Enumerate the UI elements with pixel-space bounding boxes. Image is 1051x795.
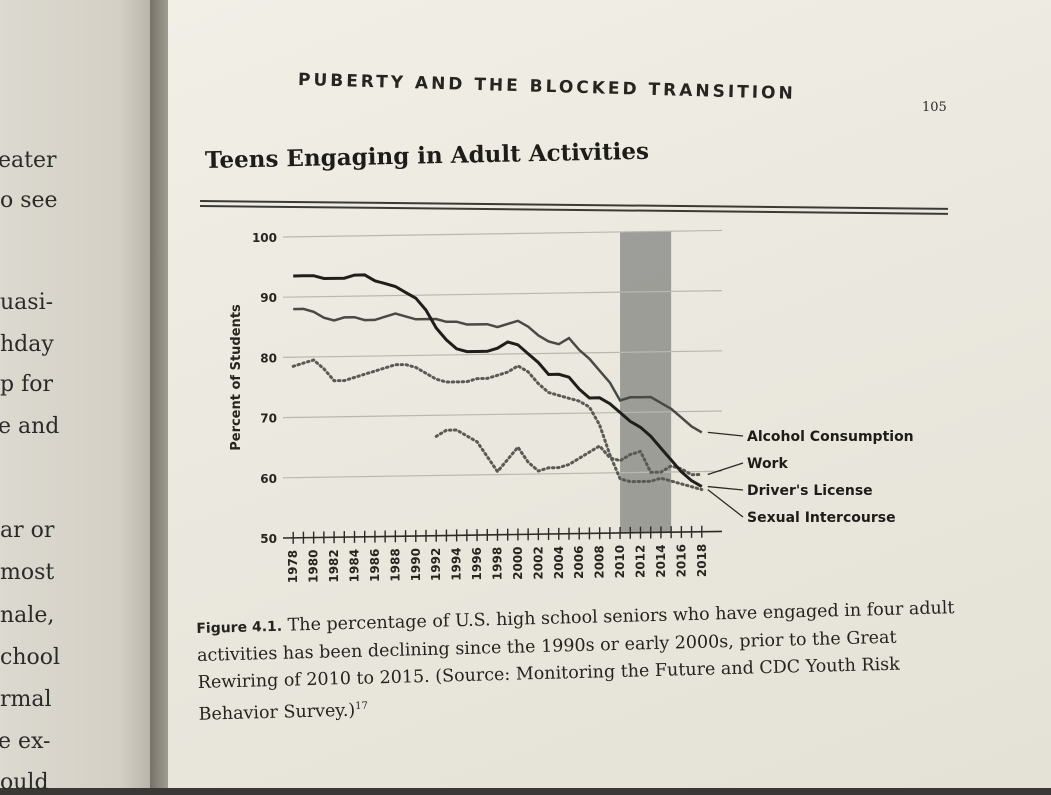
legend-label: Alcohol Consumption	[747, 429, 914, 445]
x-tick-label: 2000	[511, 546, 525, 579]
caption-label: Figure 4.1.	[196, 618, 283, 637]
gridline	[282, 350, 723, 358]
legend-label: Work	[747, 456, 788, 472]
right-page	[168, 0, 1051, 788]
left-page-line: e ex-	[0, 729, 51, 754]
x-tick-label: 2004	[552, 546, 566, 579]
x-tick-label: 2002	[531, 546, 545, 579]
x-tick-label: 2006	[572, 546, 586, 579]
left-page-line: hday	[0, 332, 54, 357]
y-tick-label: 70	[260, 412, 277, 426]
legend-label: Sexual Intercourse	[747, 510, 896, 526]
x-tick-label: 1990	[409, 548, 423, 581]
legend-label: Driver's License	[747, 483, 873, 499]
y-tick-label: 50	[260, 532, 277, 546]
left-page-line: nale,	[0, 603, 55, 628]
x-tick-label: 2016	[674, 544, 688, 577]
y-tick-label: 80	[260, 351, 277, 365]
legend-leader	[707, 462, 744, 476]
figure-caption: Figure 4.1. The percentage of U.S. high …	[196, 595, 959, 729]
x-tick-label: 1980	[307, 550, 321, 583]
left-page-line: uasi-	[0, 290, 54, 315]
x-tick-label: 1994	[450, 547, 464, 580]
left-page-line: eater	[0, 148, 57, 173]
x-tick-label: 1988	[388, 548, 402, 581]
left-page-line: ar or	[0, 518, 55, 543]
y-tick-label: 60	[260, 472, 277, 486]
x-tick-label: 2014	[654, 544, 668, 577]
left-page-line: o see	[0, 188, 58, 213]
left-page	[0, 0, 170, 788]
series-line-driver-s-license	[293, 273, 703, 488]
left-page-line: most	[0, 560, 55, 585]
left-page-line: e and	[0, 414, 60, 439]
x-tick-label: 1998	[491, 547, 505, 580]
x-tick-label: 1992	[429, 548, 443, 581]
chart-plot: 50 60 70 80 90 100 1978 1980 1982 1984 1986 1988 199…	[229, 229, 914, 583]
caption-text: The percentage of U.S. high school senio…	[196, 598, 955, 725]
x-tick-label: 1986	[368, 549, 382, 582]
x-tick-label: 1982	[327, 549, 341, 582]
x-tick-label: 1984	[348, 549, 362, 582]
x-tick-label: 1996	[470, 547, 484, 580]
gridline	[282, 290, 723, 298]
left-page-line: rmal	[0, 687, 52, 712]
left-page-line: p for	[0, 372, 53, 397]
shaded-region	[620, 231, 672, 533]
series-line-sexual-intercourse	[291, 358, 704, 492]
x-tick-label: 2018	[695, 544, 709, 577]
page-number: 105	[922, 100, 947, 115]
x-tick-label: 2010	[613, 545, 627, 578]
y-tick-label: 90	[260, 291, 277, 305]
gridline	[282, 229, 723, 238]
legend-leader	[707, 431, 744, 437]
x-tick-label: 2008	[593, 545, 607, 578]
y-axis-label: Percent of Students	[229, 304, 244, 451]
x-tick-label: 1978	[286, 550, 300, 583]
legend-leader	[707, 489, 744, 518]
legend-leader	[707, 485, 744, 491]
left-page-line: chool	[0, 645, 61, 670]
gridline	[282, 470, 723, 479]
x-axis-line	[282, 530, 723, 539]
y-tick-label: 100	[252, 231, 277, 245]
gridline	[282, 410, 723, 419]
series-line-alcohol-consumption	[293, 307, 703, 434]
caption-note: 17	[355, 700, 369, 712]
series-line-work	[434, 428, 704, 477]
x-tick-label: 2012	[634, 545, 648, 578]
